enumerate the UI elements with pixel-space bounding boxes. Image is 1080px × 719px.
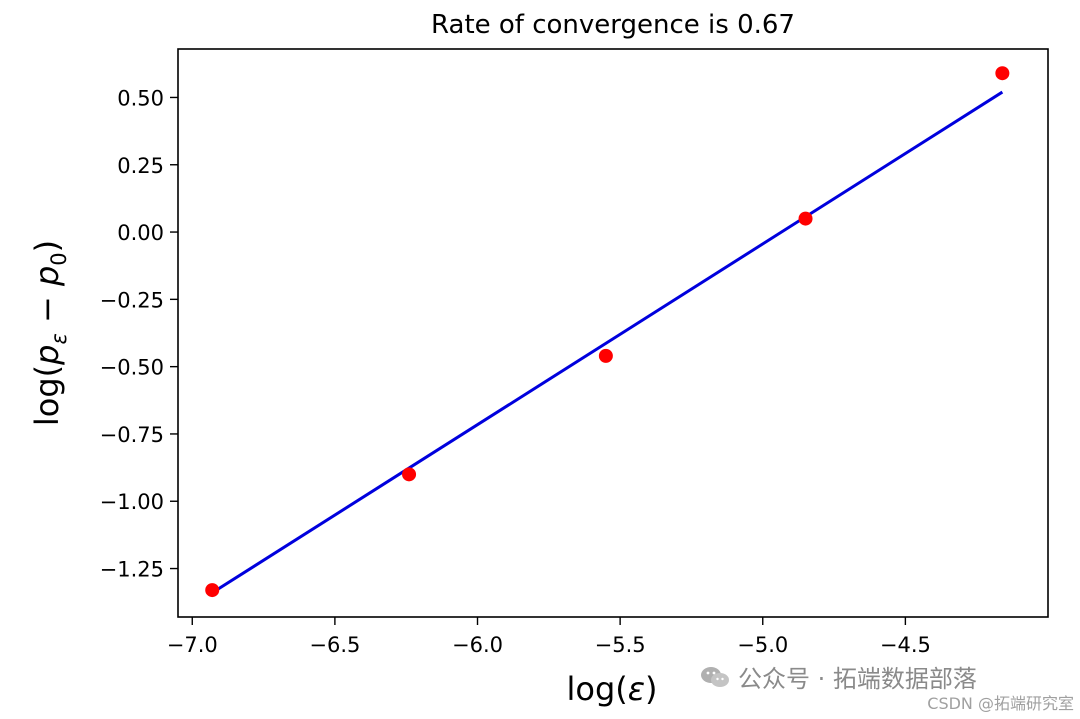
x-tick-label: −5.5 [595,633,646,657]
y-axis-label: log(pε − p0) [28,240,71,426]
y-tick-label: 0.25 [117,154,164,178]
scatter-point [205,583,220,598]
x-tick-label: −4.5 [880,633,931,657]
y-tick-label: −0.50 [100,356,164,380]
y-tick-label: −1.25 [100,558,164,582]
y-tick-label: 0.50 [117,86,164,110]
y-tick-label: −1.00 [100,490,164,514]
plot-frame [177,48,1049,618]
y-tick-label: −0.75 [100,423,164,447]
watermark-main-text: 公众号 · 拓端数据部落 [738,665,977,693]
axes: −7.0 −6.5 −6.0 −5.5 −5.0 −4.5 0.50 0.25 0.00 −0.2… [100,48,1049,657]
chart-title: Rate of convergence is 0.67 [431,10,795,40]
y-tick-label: −0.25 [100,288,164,312]
scatter-point [598,348,613,363]
wechat-icon [700,665,730,689]
watermark-main: 公众号 · 拓端数据部落 [700,659,977,694]
x-axis-label: log(ε) [566,670,657,708]
x-tick-label: −6.0 [452,633,503,657]
x-tick-label: −7.0 [167,633,218,657]
plot-area [205,66,1010,598]
watermark-sub: CSDN @拓端研究室 [927,694,1074,713]
scatter-point [798,211,813,226]
y-tick-label: 0.00 [117,221,164,245]
x-tick-label: −6.5 [309,633,360,657]
x-tick-label: −5.0 [737,633,788,657]
scatter-point [995,66,1010,81]
fit-line [211,90,1004,595]
scatter-point [402,467,417,482]
